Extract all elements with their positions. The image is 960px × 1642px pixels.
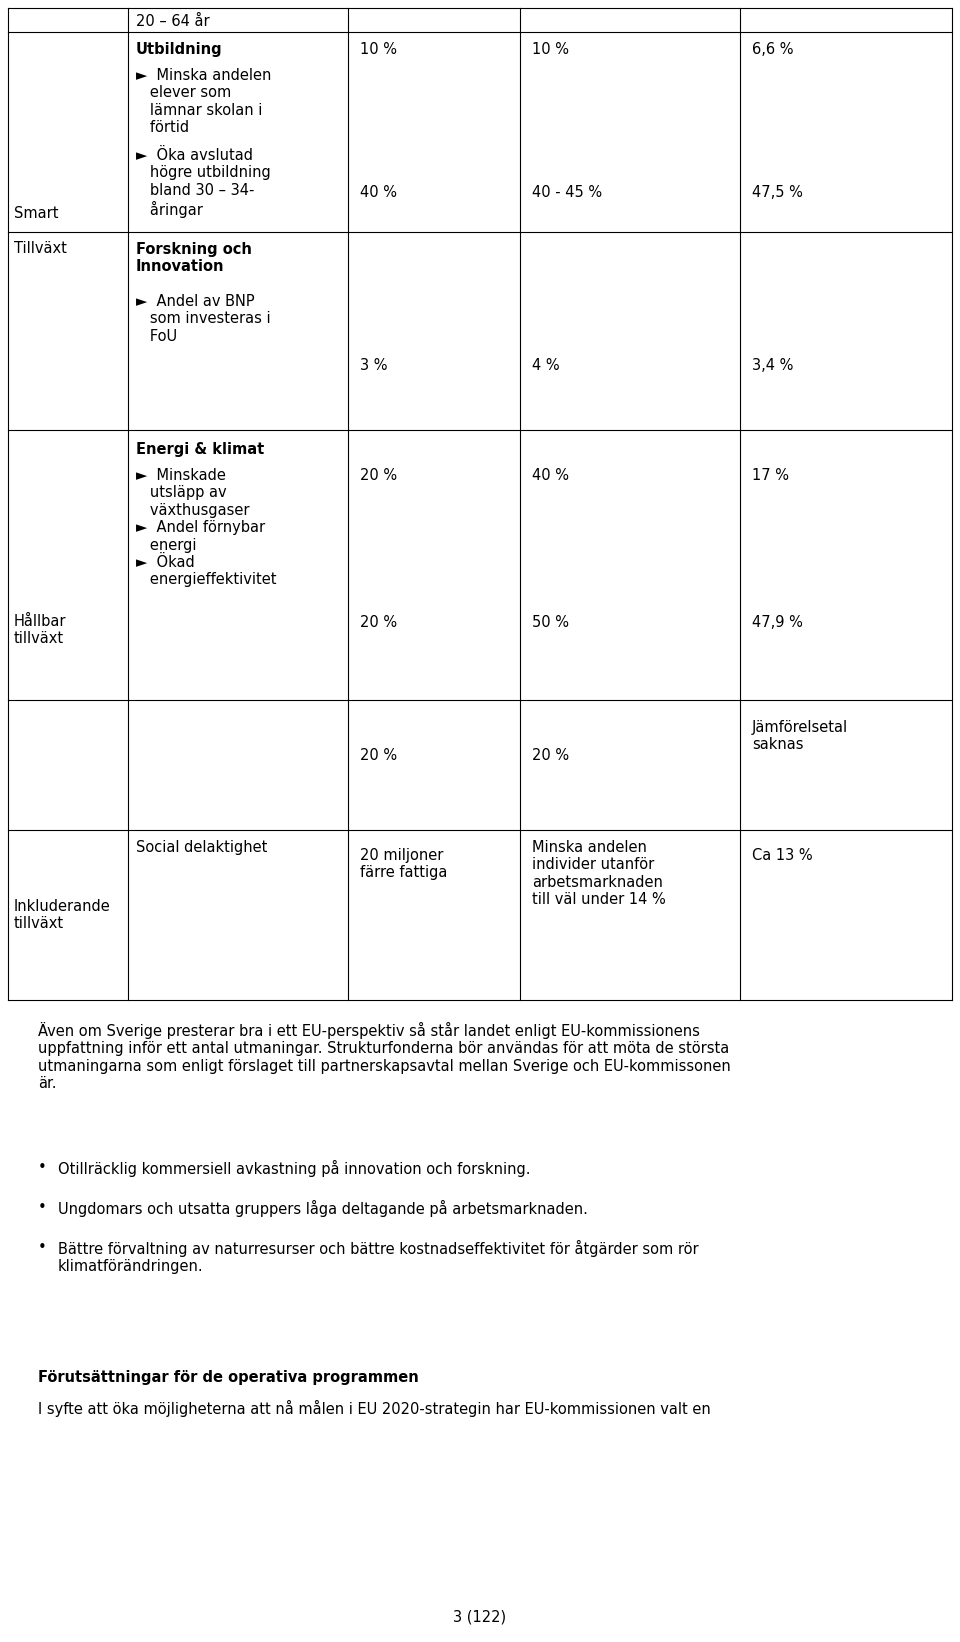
Text: ►  Andel av BNP
   som investeras i
   FoU: ► Andel av BNP som investeras i FoU: [136, 294, 271, 343]
Text: 6,6 %: 6,6 %: [752, 43, 794, 57]
Text: 47,5 %: 47,5 %: [752, 186, 803, 200]
Text: Otillräcklig kommersiell avkastning på innovation och forskning.: Otillräcklig kommersiell avkastning på i…: [58, 1159, 531, 1177]
Text: Ungdomars och utsatta gruppers låga deltagande på arbetsmarknaden.: Ungdomars och utsatta gruppers låga delt…: [58, 1200, 588, 1217]
Text: Hållbar
tillväxt: Hållbar tillväxt: [14, 614, 66, 647]
Text: Även om Sverige presterar bra i ett EU-perspektiv så står landet enligt EU-kommi: Även om Sverige presterar bra i ett EU-p…: [38, 1021, 731, 1092]
Text: 3,4 %: 3,4 %: [752, 358, 793, 373]
Text: 17 %: 17 %: [752, 468, 789, 483]
Text: 20 %: 20 %: [360, 616, 397, 631]
Text: 40 %: 40 %: [532, 468, 569, 483]
Text: 47,9 %: 47,9 %: [752, 616, 803, 631]
Text: Utbildning: Utbildning: [136, 43, 223, 57]
Text: 20 miljoner
färre fattiga: 20 miljoner färre fattiga: [360, 847, 447, 880]
Text: 10 %: 10 %: [532, 43, 569, 57]
Text: 40 %: 40 %: [360, 186, 397, 200]
Text: Smart

Tillväxt: Smart Tillväxt: [14, 207, 67, 256]
Text: •: •: [38, 1159, 47, 1176]
Text: 50 %: 50 %: [532, 616, 569, 631]
Text: Inkluderande
tillväxt: Inkluderande tillväxt: [14, 898, 110, 931]
Text: 10 %: 10 %: [360, 43, 397, 57]
Text: •: •: [38, 1200, 47, 1215]
Text: Bättre förvaltning av naturresurser och bättre kostnadseffektivitet för åtgärder: Bättre förvaltning av naturresurser och …: [58, 1240, 699, 1274]
Text: ►  Öka avslutad
   högre utbildning
   bland 30 – 34-
   åringar: ► Öka avslutad högre utbildning bland 30…: [136, 148, 271, 218]
Text: Jämförelsetal
saknas: Jämförelsetal saknas: [752, 719, 848, 752]
Text: ►  Minskade
   utsläpp av
   växthusgaser
►  Andel förnybar
   energi
►  Ökad
  : ► Minskade utsläpp av växthusgaser ► And…: [136, 468, 276, 588]
Text: Forskning och
Innovation: Forskning och Innovation: [136, 241, 252, 274]
Text: 3 (122): 3 (122): [453, 1611, 507, 1626]
Text: •: •: [38, 1240, 47, 1254]
Text: Minska andelen
individer utanför
arbetsmarknaden
till väl under 14 %: Minska andelen individer utanför arbetsm…: [532, 841, 665, 906]
Text: 4 %: 4 %: [532, 358, 560, 373]
Text: 40 - 45 %: 40 - 45 %: [532, 186, 602, 200]
Text: 20 %: 20 %: [360, 468, 397, 483]
Text: ►  Minska andelen
   elever som
   lämnar skolan i
   förtid: ► Minska andelen elever som lämnar skola…: [136, 67, 272, 135]
Text: 20 %: 20 %: [532, 749, 569, 764]
Text: 20 – 64 år: 20 – 64 år: [136, 15, 209, 30]
Text: 20 %: 20 %: [360, 749, 397, 764]
Text: I syfte att öka möjligheterna att nå målen i EU 2020-strategin har EU-kommission: I syfte att öka möjligheterna att nå mål…: [38, 1401, 710, 1417]
Text: Förutsättningar för de operativa programmen: Förutsättningar för de operativa program…: [38, 1369, 419, 1384]
Text: 3 %: 3 %: [360, 358, 388, 373]
Text: Social delaktighet: Social delaktighet: [136, 841, 268, 855]
Text: Energi & klimat: Energi & klimat: [136, 442, 264, 456]
Text: Ca 13 %: Ca 13 %: [752, 847, 812, 864]
